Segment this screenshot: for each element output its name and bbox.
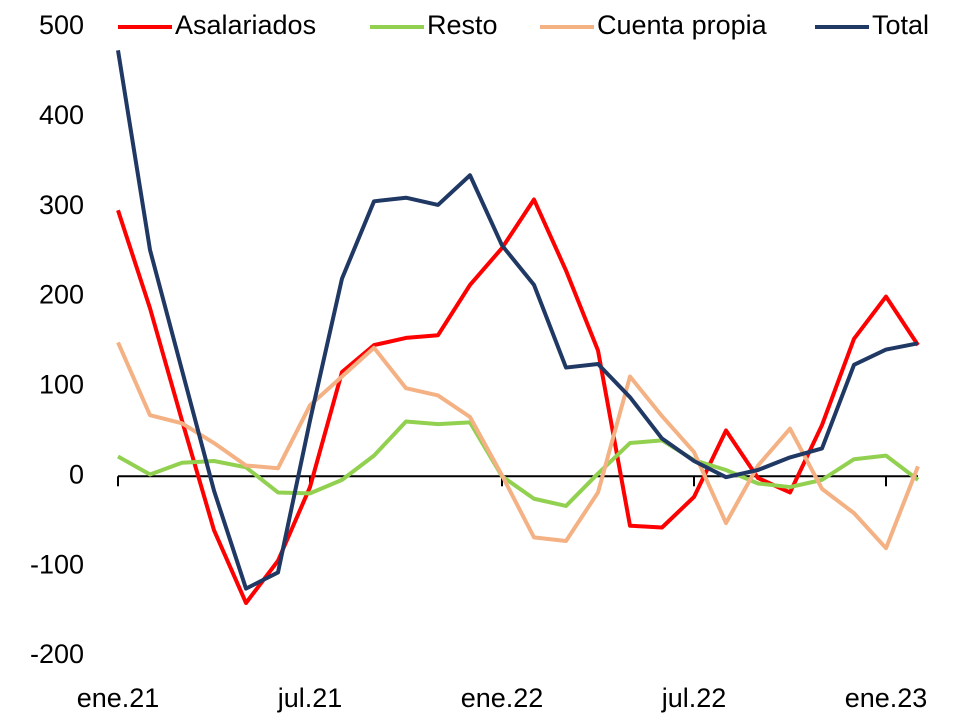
series-line	[116, 50, 919, 591]
legend-label: Asalariados	[175, 10, 316, 40]
y-tick-label: 100	[39, 370, 84, 400]
x-tick-label: ene.22	[461, 683, 544, 713]
series-line	[116, 341, 920, 551]
y-tick-label: 400	[39, 100, 84, 130]
series-line	[116, 197, 920, 605]
legend-label: Resto	[427, 10, 498, 40]
y-tick-label: 0	[69, 459, 84, 489]
x-tick-label: ene.23	[845, 683, 928, 713]
y-tick-label: 200	[39, 280, 84, 310]
y-tick-label: -200	[30, 639, 84, 669]
legend-label: Cuenta propia	[597, 10, 768, 40]
y-tick-label: 500	[39, 10, 84, 40]
series-line	[117, 419, 920, 508]
legend-label: Total	[872, 10, 929, 40]
x-tick-label: jul.21	[277, 683, 343, 713]
x-tick-label: ene.21	[77, 683, 160, 713]
x-tick-label: jul.22	[661, 683, 727, 713]
y-tick-label: -100	[30, 549, 84, 579]
y-tick-label: 300	[39, 190, 84, 220]
